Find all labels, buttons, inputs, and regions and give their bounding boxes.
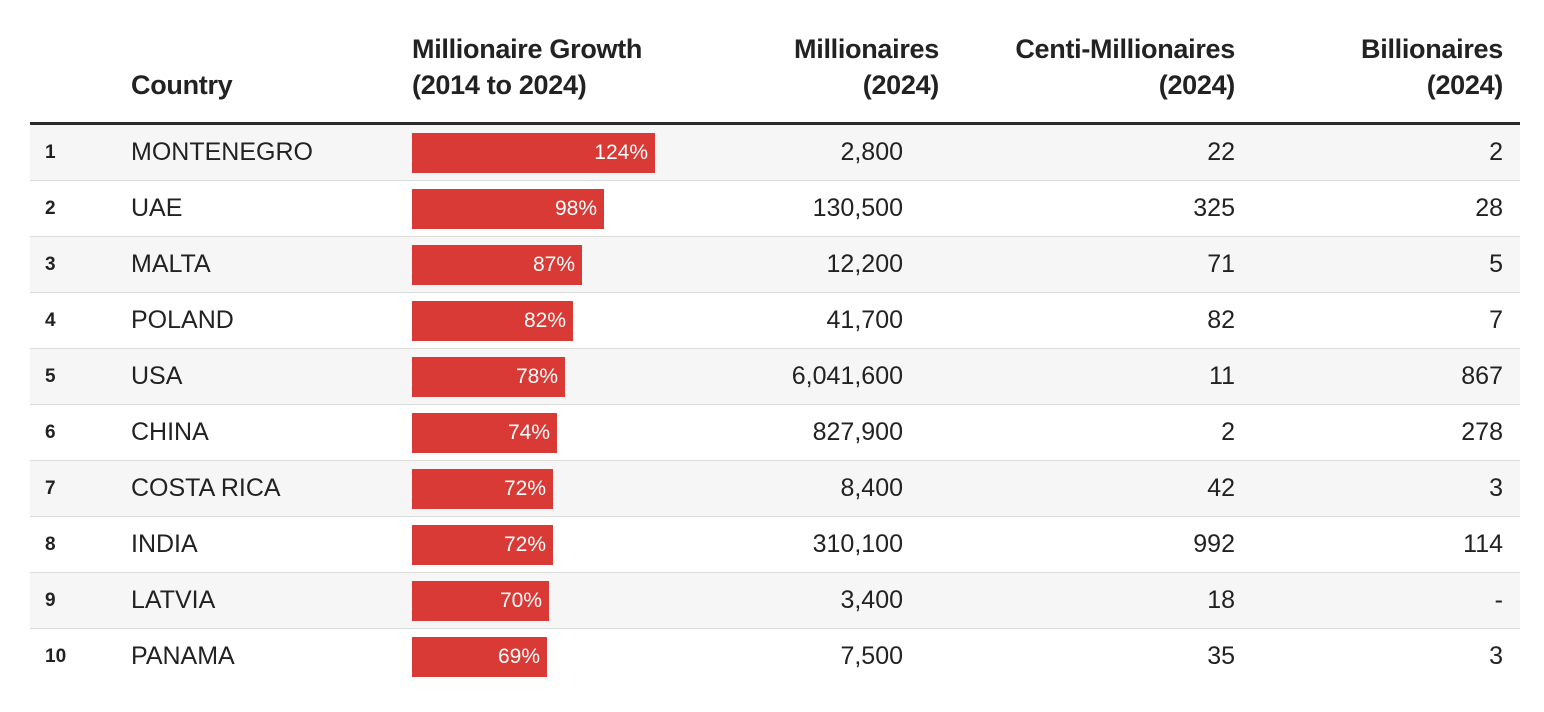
country-cell: INDIA [131, 530, 198, 558]
millionaires-cell: 2,800 [840, 138, 903, 166]
millionaires-cell: 12,200 [826, 250, 903, 278]
millionaires-cell: 827,900 [812, 418, 903, 446]
growth-bar-label: 87% [532, 253, 575, 276]
centi-millionaires-cell: 71 [1207, 250, 1235, 278]
centi-millionaires-cell: 35 [1207, 642, 1235, 670]
table-row: 6 CHINA 74% 827,900 2 278 [30, 405, 1520, 461]
growth-bar: 70% [412, 581, 549, 621]
country-cell: USA [131, 362, 183, 390]
millionaires-cell: 8,400 [840, 474, 903, 502]
growth-bar-label: 69% [497, 645, 540, 668]
centi-millionaires-cell: 82 [1207, 306, 1235, 334]
billionaires-cell: 3 [1489, 474, 1503, 502]
country-cell: CHINA [131, 418, 209, 446]
growth-bar: 69% [412, 637, 547, 677]
table-row: 9 LATVIA 70% 3,400 18 - [30, 573, 1520, 629]
table-row: 7 COSTA RICA 72% 8,400 42 3 [30, 461, 1520, 517]
header-rule [30, 122, 1520, 125]
table-row: 8 INDIA 72% 310,100 992 114 [30, 517, 1520, 573]
centi-millionaires-cell: 42 [1207, 474, 1235, 502]
billionaires-cell: 7 [1489, 306, 1503, 334]
millionaires-cell: 3,400 [840, 586, 903, 614]
centi-millionaires-cell: 992 [1193, 530, 1235, 558]
growth-bar: 124% [412, 133, 655, 173]
growth-bar: 78% [412, 357, 565, 397]
country-cell: MALTA [131, 250, 211, 278]
growth-bar-track: 74% [412, 413, 713, 453]
billionaires-cell: 3 [1489, 642, 1503, 670]
millionaires-cell: 7,500 [840, 642, 903, 670]
growth-bar-track: 98% [412, 189, 713, 229]
country-cell: COSTA RICA [131, 474, 281, 502]
growth-bar: 82% [412, 301, 573, 341]
rank-cell: 6 [45, 422, 56, 443]
header-millionaire-growth: Millionaire Growth (2014 to 2024) [412, 34, 643, 100]
growth-bar-label: 74% [507, 421, 550, 444]
country-cell: PANAMA [131, 642, 235, 670]
table-row: 3 MALTA 87% 12,200 71 5 [30, 237, 1520, 293]
centi-millionaires-cell: 325 [1193, 194, 1235, 222]
header-country: Country [131, 70, 233, 100]
centi-millionaires-cell: 22 [1207, 138, 1235, 166]
rank-cell: 7 [45, 478, 56, 499]
rank-cell: 2 [45, 198, 56, 219]
growth-bar-label: 78% [515, 365, 558, 388]
rank-cell: 4 [45, 310, 56, 331]
table-row: 10 PANAMA 69% 7,500 35 3 [30, 629, 1520, 685]
rank-cell: 5 [45, 366, 56, 387]
table-header: Country Millionaire Growth (2014 to 2024… [30, 0, 1520, 125]
rank-cell: 9 [45, 590, 56, 611]
table-row: 5 USA 78% 6,041,600 11 867 [30, 349, 1520, 405]
header-millionaires: Millionaires (2024) [794, 34, 939, 100]
billionaires-cell: 2 [1489, 138, 1503, 166]
header-centi-millionaires: Centi-Millionaires (2024) [1015, 34, 1235, 100]
rank-cell: 3 [45, 254, 56, 275]
millionaires-cell: 310,100 [812, 530, 903, 558]
table-row: 4 POLAND 82% 41,700 82 7 [30, 293, 1520, 349]
header-billionaires: Billionaires (2024) [1361, 34, 1503, 100]
growth-bar-label: 124% [594, 141, 648, 164]
billionaires-cell: 114 [1463, 530, 1503, 558]
rank-cell: 1 [45, 142, 56, 163]
growth-bar-label: 70% [499, 589, 542, 612]
centi-millionaires-cell: 11 [1209, 362, 1235, 390]
growth-bar-label: 72% [503, 533, 546, 556]
growth-bar: 87% [412, 245, 582, 285]
growth-bar-track: 72% [412, 469, 713, 509]
growth-bar-track: 78% [412, 357, 713, 397]
growth-bar-track: 82% [412, 301, 713, 341]
table-body: 1 MONTENEGRO 124% 2,800 22 2 2 UAE 98% 130,500 325… [30, 125, 1520, 685]
country-cell: MONTENEGRO [131, 138, 313, 166]
growth-bar: 74% [412, 413, 557, 453]
growth-bar-track: 124% [412, 133, 713, 173]
rank-cell: 8 [45, 534, 56, 555]
growth-bar-track: 70% [412, 581, 713, 621]
growth-bar-track: 69% [412, 637, 713, 677]
growth-bar: 98% [412, 189, 604, 229]
growth-bar-label: 82% [523, 309, 566, 332]
growth-bar-label: 98% [554, 197, 597, 220]
billionaires-cell: 278 [1461, 418, 1503, 446]
centi-millionaires-cell: 2 [1221, 418, 1235, 446]
billionaires-cell: 867 [1461, 362, 1503, 390]
billionaires-cell: - [1494, 586, 1503, 614]
rank-cell: 10 [45, 646, 67, 667]
growth-bar-track: 72% [412, 525, 713, 565]
country-cell: UAE [131, 194, 183, 222]
country-cell: LATVIA [131, 586, 216, 614]
millionaires-cell: 6,041,600 [791, 362, 903, 390]
millionaire-growth-table: Country Millionaire Growth (2014 to 2024… [30, 0, 1520, 685]
table-row: 1 MONTENEGRO 124% 2,800 22 2 [30, 125, 1520, 181]
millionaires-cell: 130,500 [812, 194, 903, 222]
growth-bar: 72% [412, 525, 553, 565]
growth-bar: 72% [412, 469, 553, 509]
millionaires-cell: 41,700 [826, 306, 903, 334]
billionaires-cell: 28 [1475, 194, 1503, 222]
billionaires-cell: 5 [1489, 250, 1503, 278]
table-row: 2 UAE 98% 130,500 325 28 [30, 181, 1520, 237]
growth-bar-track: 87% [412, 245, 713, 285]
centi-millionaires-cell: 18 [1207, 586, 1235, 614]
growth-bar-label: 72% [503, 477, 546, 500]
country-cell: POLAND [131, 306, 234, 334]
